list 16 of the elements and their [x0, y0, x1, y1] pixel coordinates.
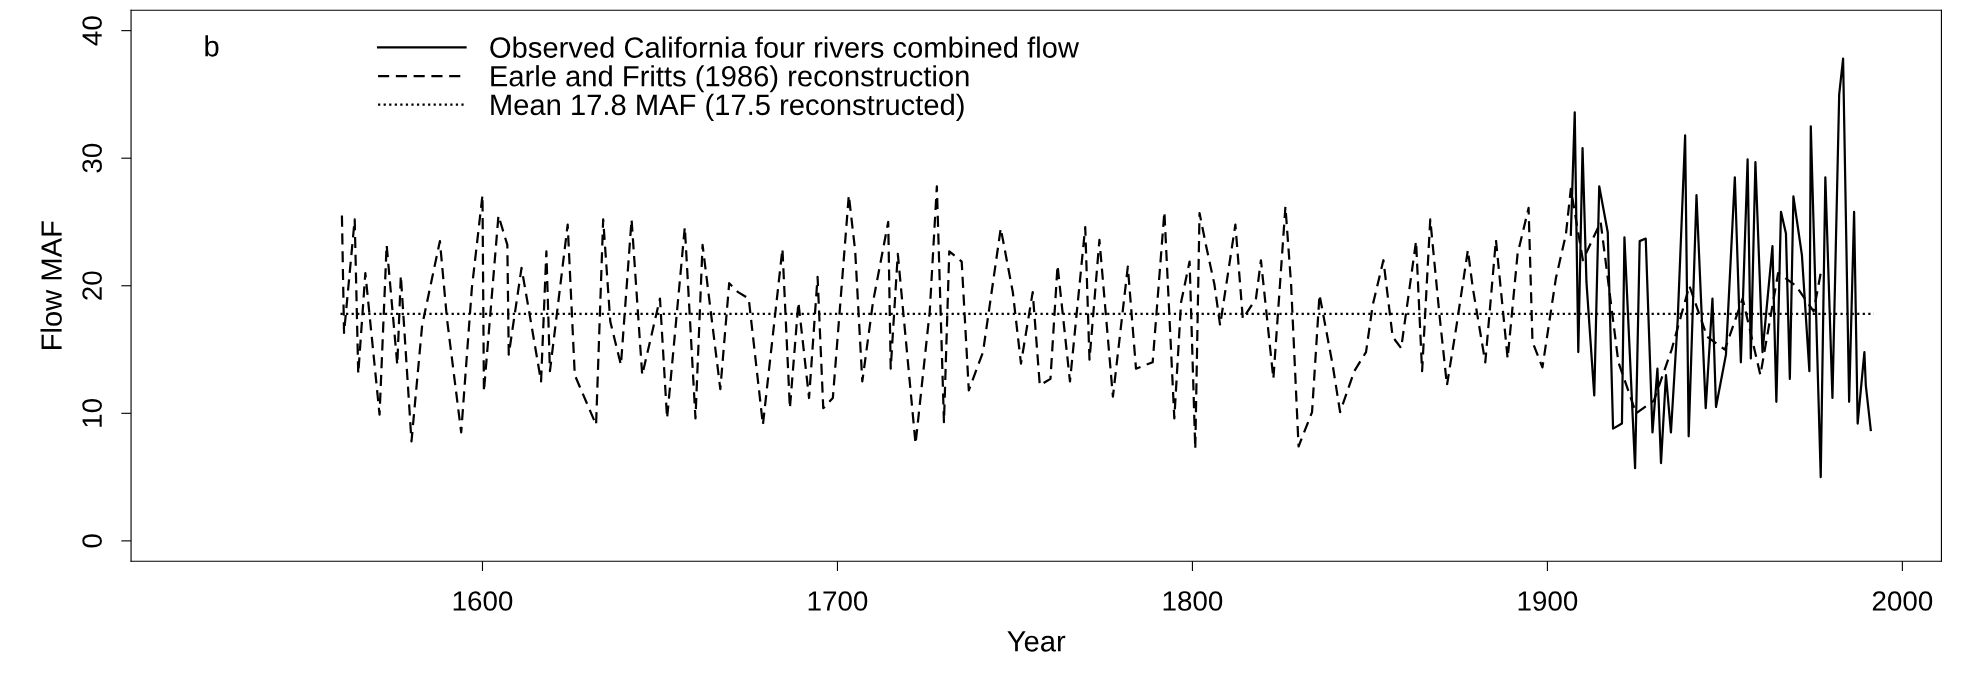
y-tick-label: 40: [82, 16, 102, 46]
legend-label: Mean 17.8 MAF (17.5 reconstructed): [491, 93, 964, 121]
x-tick-label: 1800: [1163, 591, 1223, 611]
y-tick-label: 20: [82, 271, 102, 300]
x-axis-title: Year: [1007, 631, 1066, 652]
y-tick-label: 10: [82, 398, 102, 427]
y-axis-title: Flow MAF: [40, 221, 62, 349]
x-tick-label: 2000: [1872, 591, 1933, 611]
x-tick-label: 1900: [1518, 591, 1578, 611]
y-tick-label: 0: [82, 534, 102, 548]
legend-label: Earle and Fritts (1986) reconstruction: [491, 65, 969, 93]
legend-label: Observed California four rivers combined flow: [490, 36, 1080, 58]
y-tick-label: 30: [82, 143, 102, 173]
x-tick-label: 1600: [453, 591, 513, 611]
x-tick-label: 1700: [808, 591, 868, 611]
annotation: b: [205, 35, 219, 57]
